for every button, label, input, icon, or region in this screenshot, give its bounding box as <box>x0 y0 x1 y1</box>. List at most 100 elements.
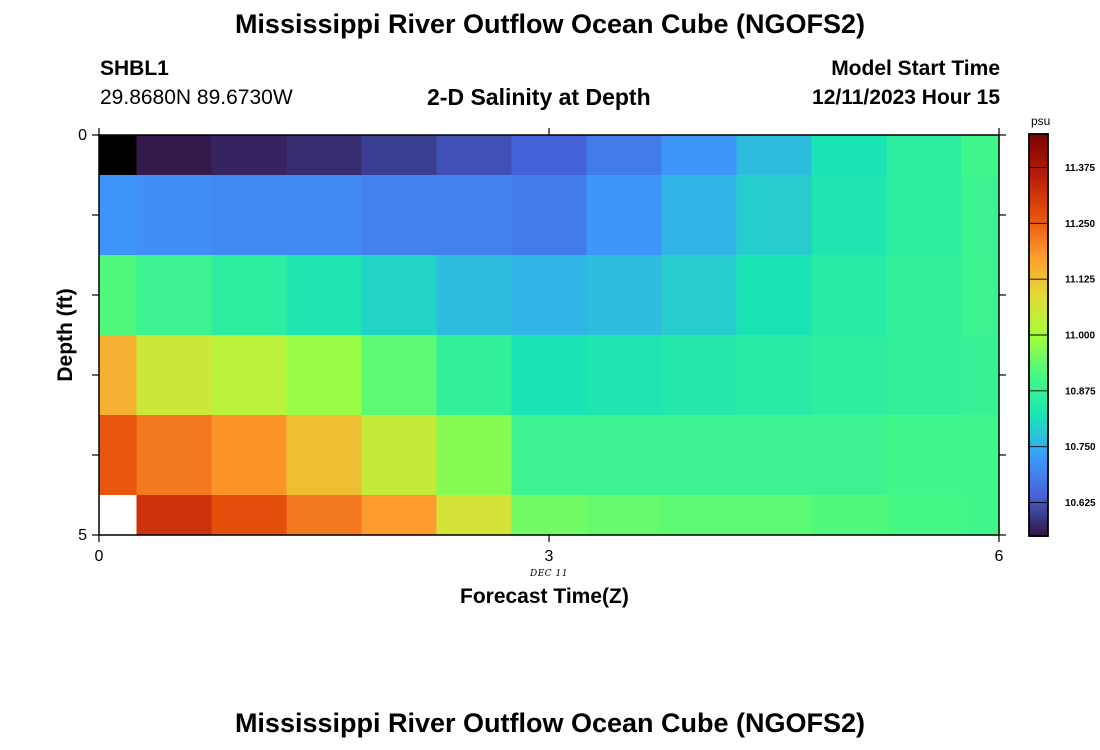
colorbar-segment <box>1029 134 1048 139</box>
colorbar-segment <box>1029 402 1048 407</box>
colorbar-segment <box>1029 432 1048 437</box>
heatmap-cell <box>661 135 738 176</box>
heatmap-cell <box>886 335 963 416</box>
heatmap-cell <box>361 415 438 496</box>
colorbar-segment <box>1029 271 1048 276</box>
colorbar-segment <box>1029 341 1048 346</box>
colorbar-segment <box>1029 345 1048 350</box>
colorbar-segment <box>1029 331 1048 336</box>
colorbar-segment <box>1029 321 1048 326</box>
colorbar-segment <box>1029 492 1048 497</box>
heatmap-cell <box>136 175 213 256</box>
heatmap-cell <box>136 335 213 416</box>
colorbar-segment <box>1029 365 1048 370</box>
heatmap-cell <box>886 415 963 496</box>
heatmap-cell <box>136 135 213 176</box>
colorbar-segment <box>1029 328 1048 333</box>
heatmap-cell <box>361 135 438 176</box>
heatmap-cell <box>886 135 963 176</box>
heatmap-cell <box>436 335 513 416</box>
colorbar-segment <box>1029 187 1048 192</box>
heatmap-cell <box>811 415 888 496</box>
colorbar-segment <box>1029 211 1048 216</box>
colorbar-tick-label: 10.750 <box>1065 442 1096 453</box>
colorbar-segment <box>1029 482 1048 487</box>
colorbar-segment <box>1029 381 1048 387</box>
colorbar-segment <box>1029 237 1048 242</box>
heatmap-cell <box>586 415 663 496</box>
colorbar-segment <box>1029 438 1048 443</box>
heatmap-cell <box>136 495 213 536</box>
heatmap-cell <box>586 495 663 536</box>
colorbar-segment <box>1029 291 1048 296</box>
heatmap-cell <box>961 415 1000 496</box>
heatmap-cell <box>586 175 663 256</box>
date-tag: DEC 11 <box>530 569 568 579</box>
heatmap-cell <box>211 135 288 176</box>
colorbar-segment <box>1029 405 1048 410</box>
heatmap-cell <box>886 255 963 336</box>
heatmap-cells <box>99 135 1000 536</box>
colorbar-segment <box>1029 157 1048 162</box>
colorbar-segment <box>1029 304 1048 309</box>
heatmap-cell <box>286 415 363 496</box>
heatmap-cell <box>211 335 288 416</box>
colorbar-segment <box>1029 519 1048 524</box>
colorbar-segment <box>1029 318 1048 323</box>
colorbar-segment <box>1029 154 1048 159</box>
colorbar-segment <box>1029 224 1048 229</box>
colorbar-segment <box>1029 448 1048 454</box>
heatmap-cell <box>661 175 738 256</box>
heatmap-cell <box>361 255 438 336</box>
colorbar-segment <box>1029 455 1048 460</box>
colorbar-segment <box>1029 489 1048 494</box>
heatmap-cell <box>286 175 363 256</box>
colorbar-segment <box>1029 174 1048 179</box>
colorbar-segment <box>1029 261 1048 266</box>
colorbar-segment <box>1029 167 1048 172</box>
colorbar-segment <box>1029 294 1048 299</box>
colorbar-segment <box>1029 361 1048 366</box>
colorbar-segment <box>1029 505 1048 510</box>
colorbar-segment <box>1029 398 1048 403</box>
heatmap-cell <box>661 335 738 416</box>
colorbar-segment <box>1029 415 1048 420</box>
heatmap-cell <box>586 135 663 176</box>
colorbar-segment <box>1029 509 1048 514</box>
colorbar-segment <box>1029 140 1048 145</box>
model-start-value: 12/11/2023 Hour 15 <box>812 86 1000 109</box>
colorbar-segment <box>1029 194 1048 199</box>
colorbar-segment <box>1029 288 1048 293</box>
colorbar-segment <box>1029 418 1048 423</box>
colorbar-segment <box>1029 147 1048 152</box>
heatmap-cell <box>586 255 663 336</box>
heatmap-cell <box>736 335 813 416</box>
heatmap-cell <box>361 495 438 536</box>
colorbar-segment <box>1029 428 1048 433</box>
heatmap-cell <box>961 175 1000 256</box>
colorbar-segment <box>1029 217 1048 222</box>
heatmap-cell <box>811 335 888 416</box>
heatmap-cell <box>136 255 213 336</box>
heatmap-cell <box>286 135 363 176</box>
plot-title: 2-D Salinity at Depth <box>427 84 651 110</box>
heatmap-cell <box>811 135 888 176</box>
heatmap-cell <box>811 495 888 536</box>
heatmap-cell <box>736 495 813 536</box>
heatmap-cell <box>99 135 138 176</box>
colorbar-segment <box>1029 391 1048 397</box>
colorbar-segment <box>1029 257 1048 263</box>
x-tick-label: 6 <box>995 548 1004 565</box>
colorbar-segment <box>1029 375 1048 380</box>
station-id: SHBL1 <box>100 57 169 80</box>
colorbar-segment <box>1029 529 1048 534</box>
colorbar-segment <box>1029 348 1048 353</box>
y-tick-label: 5 <box>78 527 87 544</box>
heatmap-cell <box>511 335 588 416</box>
heatmap-cell <box>736 255 813 336</box>
heatmap-cell <box>661 255 738 336</box>
heatmap-cell <box>886 175 963 256</box>
colorbar-segment <box>1029 452 1048 457</box>
colorbar-segment <box>1029 314 1048 320</box>
colorbar-segment <box>1029 234 1048 239</box>
